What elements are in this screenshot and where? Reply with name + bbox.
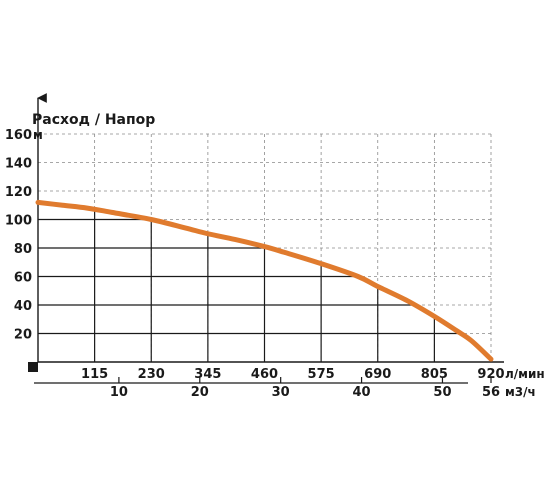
y-tick-label: 120 <box>5 185 32 200</box>
x2-tick-label-bg <box>187 384 212 398</box>
x2-tick-label: 30 <box>272 385 290 400</box>
y-tick-label: 80 <box>14 242 32 257</box>
x2-tick-label: 20 <box>191 385 209 400</box>
x2-tick-label: 56 <box>482 385 500 400</box>
x-tick-label: 230 <box>138 367 165 382</box>
x-tick-label: 805 <box>421 367 448 382</box>
y-tick-label: 20 <box>14 328 32 343</box>
axes <box>28 93 504 384</box>
x-tick-label: 920 <box>477 367 504 382</box>
x2-axis-unit: м3/ч <box>505 385 536 399</box>
x-axis-unit: л/мин <box>505 367 545 381</box>
origin-marker <box>28 362 38 372</box>
labels: Расход / Напор 20 40 60 80 100 120 140 160 м 115 2… <box>5 112 545 400</box>
series-line <box>35 199 494 362</box>
x2-tick-label: 40 <box>353 385 371 400</box>
y-tick-label: 40 <box>14 299 32 314</box>
x2-tick-label-bg <box>430 384 455 398</box>
x2-tick-label-bg <box>106 384 131 398</box>
y-tick-label: 160 <box>5 128 32 143</box>
x2-tick-label: 50 <box>433 385 451 400</box>
x-tick-label: 460 <box>251 367 278 382</box>
x2-tick-label-bg <box>479 384 503 398</box>
curve-drop-lines <box>38 209 492 362</box>
series <box>35 199 494 362</box>
chart-title: Расход / Напор <box>32 112 155 128</box>
x-tick-label: 115 <box>81 367 108 382</box>
x-tick-label: 690 <box>364 367 391 382</box>
y-tick-label: 60 <box>14 271 32 286</box>
x2-tick-label-bg <box>268 384 293 398</box>
x-tick-label: 345 <box>194 367 221 382</box>
x-tick-label: 575 <box>308 367 335 382</box>
x2-tick-label-bg <box>349 384 374 398</box>
x2-tick-label: 10 <box>110 385 128 400</box>
y-tick-label: 140 <box>5 157 32 172</box>
y-axis-unit: м <box>33 128 43 142</box>
y-tick-label: 100 <box>5 214 32 229</box>
